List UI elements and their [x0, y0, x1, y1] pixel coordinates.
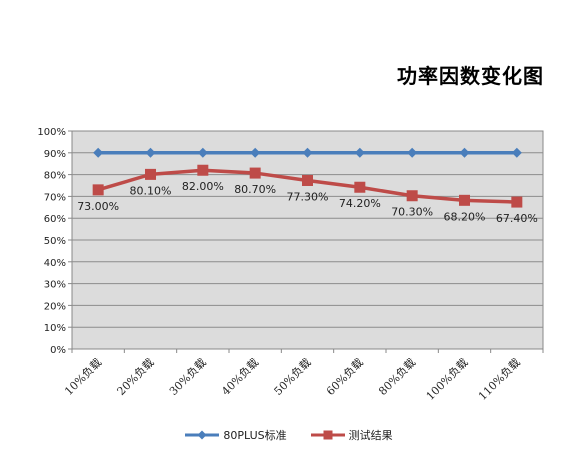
data-label: 68.20%	[444, 210, 486, 223]
data-point	[459, 194, 470, 206]
y-tick-label: 60%	[44, 214, 66, 225]
y-tick-label: 20%	[44, 301, 66, 312]
data-label: 67.40%	[496, 212, 538, 225]
y-tick-label: 0%	[50, 345, 66, 356]
data-point	[145, 168, 156, 180]
data-point	[197, 147, 208, 158]
data-point	[511, 196, 523, 208]
y-tick-label: 100%	[37, 127, 66, 138]
legend-swatch-result	[310, 430, 345, 440]
legend: 80PLUS标准 测试结果	[0, 427, 578, 443]
data-label: 77.30%	[287, 190, 329, 203]
data-label: 80.70%	[234, 183, 276, 196]
data-label: 82.00%	[182, 180, 224, 193]
chart-title: 功率因数变化图	[397, 64, 544, 88]
x-tick-label: 80%负载	[376, 355, 419, 398]
data-point	[92, 184, 104, 196]
data-label: 70.30%	[391, 206, 433, 219]
data-point	[407, 147, 418, 158]
legend-label-standard: 80PLUS标准	[223, 429, 287, 442]
data-point	[93, 147, 104, 158]
x-tick-label: 100%负载	[423, 355, 471, 403]
data-point	[354, 147, 365, 158]
data-label: 74.20%	[339, 197, 381, 210]
data-point	[302, 147, 313, 158]
y-tick-label: 80%	[44, 171, 66, 182]
legend-swatch-standard	[185, 430, 220, 440]
y-tick-label: 30%	[44, 280, 66, 291]
data-point	[354, 181, 366, 193]
x-tick-label: 40%负载	[219, 355, 262, 398]
x-tick-label: 60%负载	[323, 355, 366, 398]
y-tick-label: 90%	[44, 149, 66, 160]
data-point	[302, 174, 313, 186]
data-point	[145, 147, 156, 158]
data-label: 80.10%	[130, 184, 172, 197]
legend-label-result: 测试结果	[348, 429, 393, 442]
y-tick-label: 50%	[44, 236, 66, 247]
data-point	[249, 167, 261, 179]
data-point	[406, 190, 418, 202]
data-point	[250, 147, 261, 158]
legend-item-standard: 80PLUS标准	[185, 427, 287, 443]
y-tick-label: 10%	[44, 323, 66, 334]
x-tick-label: 10%负载	[62, 355, 105, 398]
x-tick-label: 50%负载	[271, 355, 314, 398]
data-label: 73.00%	[77, 200, 119, 213]
x-tick-label: 30%负载	[166, 355, 209, 398]
data-point	[511, 147, 522, 158]
x-tick-label: 20%负载	[114, 355, 157, 398]
x-tick-label: 110%负载	[475, 355, 523, 403]
legend-item-result: 测试结果	[310, 427, 393, 443]
data-point	[197, 164, 209, 176]
y-tick-label: 40%	[44, 258, 66, 269]
data-point	[459, 147, 470, 158]
y-tick-label: 70%	[44, 192, 66, 203]
